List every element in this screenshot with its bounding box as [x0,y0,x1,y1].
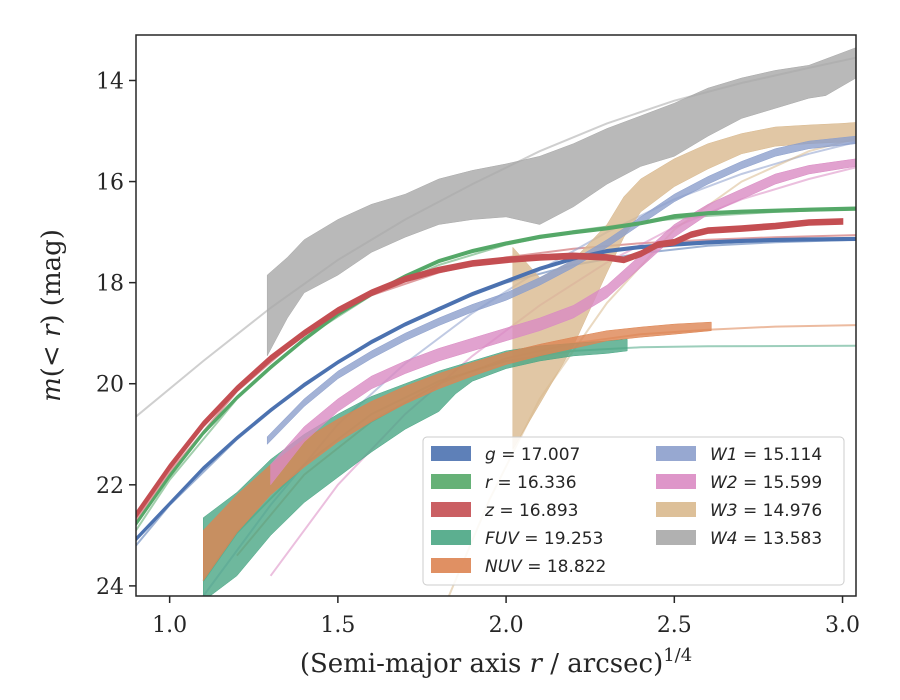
legend-entry-w3: W3 = 14.976 [656,501,822,521]
axes-frame [135,34,857,597]
legend-label: z = 16.893 [484,501,578,521]
legend-swatch [656,474,696,489]
data-band-w1 [266,135,856,446]
legend-entry-w2: W2 = 15.599 [656,473,822,493]
x-tick-label: 1.5 [320,613,355,638]
legend-swatch [431,530,471,545]
legend-box [422,436,845,586]
legend-label: W3 = 14.976 [710,501,822,521]
legend-entry-nuv: NUV = 18.822 [431,557,606,577]
x-tick-label: 2.5 [657,613,692,638]
legend-label: r = 16.336 [485,473,577,493]
y-tick-label: 18 [96,272,124,297]
x-tick-label: 3.0 [825,613,860,638]
data-band-g [136,236,856,542]
data-band-nuv [203,321,712,582]
legend-label: W2 = 15.599 [710,473,822,493]
y-tick-label: 20 [96,373,124,398]
y-tick-label: 14 [96,69,124,94]
legend-swatch [656,446,696,461]
legend-label: FUV = 19.253 [485,529,603,549]
legend-label: W4 = 13.583 [710,529,822,549]
legend-entry-z: z = 16.893 [431,501,578,521]
legend-swatch [431,474,471,489]
x-tick-label: 2.0 [489,613,524,638]
legend-entry-g: g = 17.007 [431,445,580,465]
legend-swatch [431,446,471,461]
data-band-w4 [266,47,856,357]
y-axis-title: m(< r) (mag) [37,229,67,402]
data-band-z [136,218,844,520]
y-tick-label: 16 [96,171,124,196]
legend: g = 17.007 r = 16.336 z = 16.893 FUV = 19.2… [422,436,845,586]
y-tick-label: 24 [96,575,124,600]
fit-line-r [136,207,856,531]
x-axis-title: (Semi-major axis r / arcsec)1/4 [300,645,692,679]
tick-layer: 1.0 1.5 2.0 2.5 3.0 14 16 18 20 22 24 [96,69,860,638]
legend-label: NUV = 18.822 [485,557,606,577]
legend-entry-w4: W4 = 13.583 [656,529,822,549]
measured-data-layer [136,47,856,596]
legend-label: g = 17.007 [485,445,580,465]
legend-swatch [656,530,696,545]
data-band-w2 [270,158,856,486]
legend-entry-r: r = 16.336 [431,473,577,493]
legend-swatch [431,502,471,517]
y-tick-label: 22 [96,474,124,499]
legend-swatch [656,502,696,517]
x-tick-label: 1.0 [152,613,187,638]
legend-entry-w1: W1 = 15.114 [656,445,822,465]
legend-label: W1 = 15.114 [710,445,822,465]
legend-entry-fuv: FUV = 19.253 [431,529,603,549]
legend-swatch [431,558,471,573]
